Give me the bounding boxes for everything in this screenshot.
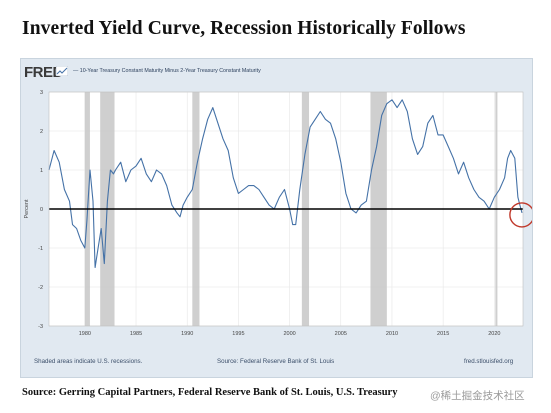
- page-title: Inverted Yield Curve, Recession Historic…: [22, 18, 466, 39]
- x-tick-label: 2015: [437, 331, 449, 337]
- line-chart-icon: [56, 66, 68, 76]
- plot-border: [48, 91, 524, 327]
- y-tick-label: 0: [40, 207, 43, 213]
- y-tick-label: -2: [38, 285, 43, 291]
- series-legend-label: — 10-Year Treasury Constant Maturity Min…: [73, 68, 261, 74]
- series-legend: — 10-Year Treasury Constant Maturity Min…: [73, 68, 261, 74]
- x-tick-label: 1980: [79, 331, 91, 337]
- x-tick-label: 2010: [386, 331, 398, 337]
- yield-spread-chart: -3 -2 -1 0 1 2 3 1980 1985 1990 1995 2000 2005 2010 20…: [24, 90, 532, 337]
- fred-source-note: Source: Federal Reserve Bank of St. Loui…: [217, 358, 335, 365]
- y-tick-label: -1: [38, 246, 43, 252]
- y-tick-label: 1: [40, 168, 43, 174]
- x-tick-label: 1985: [130, 331, 142, 337]
- series-line: [48, 99, 523, 269]
- y-axis-label: Percent: [24, 199, 30, 218]
- y-tick-label: 3: [40, 90, 43, 96]
- x-tick-label: 1990: [181, 331, 193, 337]
- highlight-circle: [509, 202, 532, 228]
- x-tick-label: 2020: [488, 331, 500, 337]
- recession-note: Shaded areas indicate U.S. recessions.: [34, 358, 143, 365]
- fred-logo: FRED: [24, 64, 63, 81]
- fred-site-link[interactable]: fred.stlouisfed.org: [464, 358, 514, 365]
- y-tick-label: -3: [38, 324, 43, 330]
- x-tick-label: 2000: [283, 331, 295, 337]
- x-tick-label: 1995: [232, 331, 244, 337]
- source-caption: Source: Gerring Capital Partners, Federa…: [22, 387, 398, 398]
- y-tick-label: 2: [40, 129, 43, 135]
- fred-chart-panel: FRED — 10-Year Treasury Constant Maturit…: [20, 58, 533, 378]
- watermark: @稀土掘金技术社区: [430, 390, 525, 402]
- x-tick-label: 2005: [335, 331, 347, 337]
